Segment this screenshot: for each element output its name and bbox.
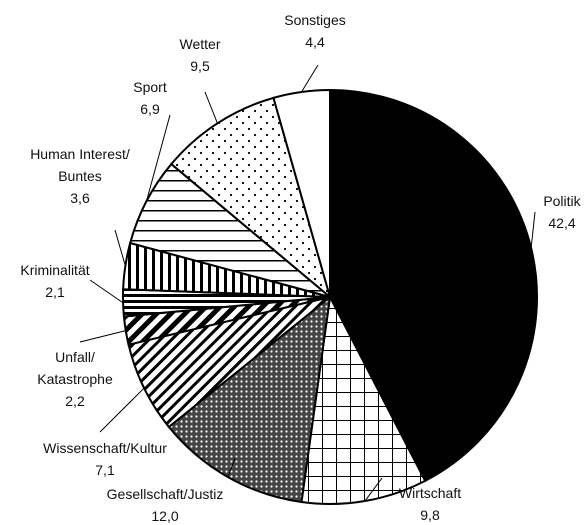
slice-label: Wissenschaft/Kultur 7,1 [5,437,205,481]
category: Human Interest/ Buntes [30,146,130,184]
category: Kriminalität [20,262,90,278]
leader-line [204,91,218,124]
slice-label: Wirtschaft 9,8 [330,482,530,525]
leader-line [145,114,171,202]
pie-slice [169,96,332,300]
value-label: 6,9 [140,101,160,117]
value-label: 4,4 [305,34,325,50]
slice-label: Sonstiges 4,4 [215,9,415,53]
value-label: 9,8 [420,507,440,523]
slice-label: Wetter 9,5 [100,33,300,77]
category: Sport [133,79,167,95]
leader-line [530,211,536,249]
leader-line [227,457,236,478]
pie-slice [329,88,538,483]
category: Wetter [179,36,221,52]
pie-slice [167,294,332,504]
slice-label: Sport 6,9 [50,76,250,120]
category: Wirtschaft [398,485,462,501]
value-label: 2,1 [45,284,65,300]
value-label: 42,4 [548,215,576,231]
value-label: 12,0 [151,508,179,524]
value-label: 7,1 [95,462,115,478]
leader-line [89,279,124,304]
value-label: 3,6 [70,190,90,206]
pie-slice [272,88,331,298]
value-label: 2,2 [65,393,85,409]
slice-label: Unfall/ Katastrophe 2,2 [0,346,175,412]
value-label: 9,5 [190,58,210,74]
category: Wissenschaft/Kultur [43,440,167,456]
leader-line [114,229,126,267]
category: Sonstiges [284,12,346,28]
leader-line [301,64,319,93]
slice-label: Human Interest/ Buntes 3,6 [0,143,180,209]
slice-label: Politik 42,4 [462,190,585,234]
leader-line [99,387,145,433]
category: Gesellschaft/Justiz [106,486,224,502]
leader-line [79,330,126,343]
category: Politik [543,193,581,209]
slice-label: Kriminalität 2,1 [0,259,155,303]
category: Unfall/ Katastrophe [37,349,113,387]
slice-label: Gesellschaft/Justiz 12,0 [65,483,265,525]
leader-line [364,477,383,502]
